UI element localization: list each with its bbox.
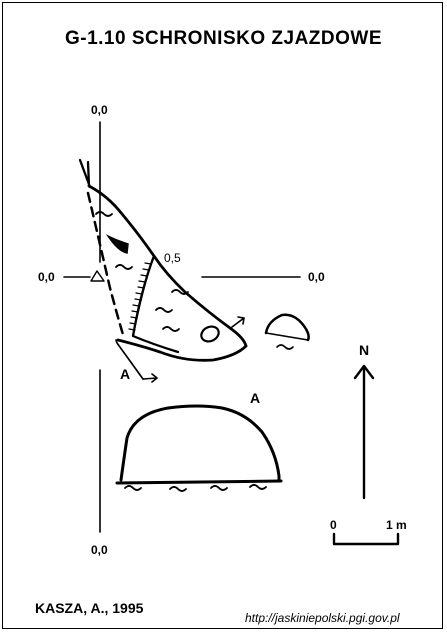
- datum-label-left: 0,0: [38, 270, 55, 284]
- scale-label-zero: 0: [330, 518, 337, 532]
- cross-section-tildes: [124, 484, 267, 492]
- plan-entrance-strokes: [78, 158, 92, 189]
- section-label-profile-a: A: [250, 390, 261, 406]
- plan-bottom-wall: [116, 338, 248, 362]
- datum-label-bottom: 0,0: [91, 543, 108, 557]
- plan-right-wall: [87, 184, 248, 348]
- section-a-arrow: [142, 373, 158, 383]
- scale-bar: [332, 532, 400, 546]
- map-title: G-1.10 SCHRONISKO ZJAZDOWE: [64, 28, 383, 49]
- survey-station-triangle: [90, 270, 105, 282]
- plan-cliff-hachures: [128, 262, 152, 331]
- passage-arrow: [231, 316, 245, 328]
- detached-chamber: [264, 313, 310, 342]
- section-line-a: [115, 339, 144, 380]
- plan-rock-block: [105, 234, 129, 254]
- datum-label-top: 0,0: [91, 103, 108, 117]
- cross-section-floor: [115, 479, 283, 485]
- datum-label-right: 0,0: [308, 270, 325, 284]
- author-credit: KASZA, A., 1995: [35, 600, 144, 616]
- map-frame: [2, 2, 443, 629]
- cross-section-outline: [119, 404, 281, 483]
- scale-label-one: 1 m: [386, 518, 407, 532]
- detached-chamber-tilde: [276, 344, 294, 350]
- north-label: N: [359, 342, 370, 358]
- detached-chamber-floor: [265, 332, 309, 341]
- depth-label: 0,5: [164, 251, 181, 265]
- north-arrow: [353, 364, 375, 500]
- plan-floor-tildes: [95, 211, 189, 332]
- source-url[interactable]: http://jaskiniepolski.pgi.gov.pl: [245, 611, 400, 625]
- plan-boulder: [200, 325, 220, 343]
- plan-dashed-wall: [86, 191, 126, 340]
- section-label-plan-a: A: [120, 366, 131, 382]
